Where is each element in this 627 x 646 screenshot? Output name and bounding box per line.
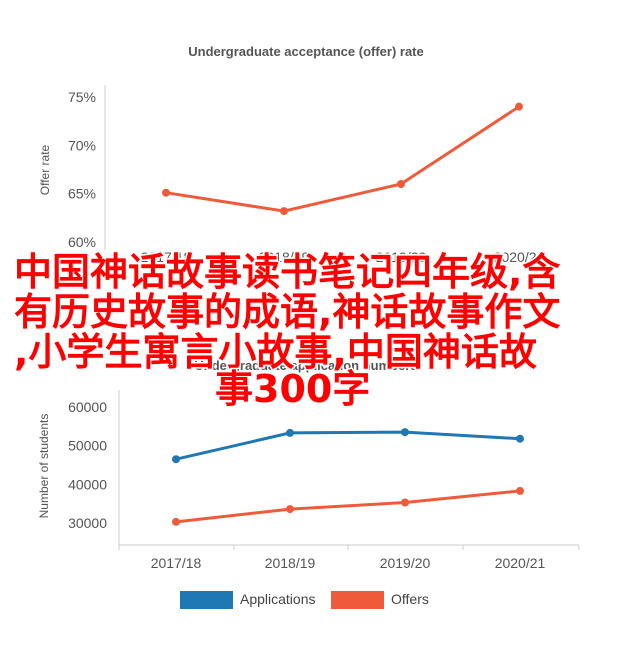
chart1-data-point[interactable] [515,102,523,111]
chart1-title: Undergraduate acceptance (offer) rate [188,44,424,59]
chart2-ytick-label: 50000 [68,438,107,454]
chart2-xtick-label: 2018/19 [265,555,316,571]
chart1-xtick-label: 2018/19 [259,249,310,265]
chart2-ylabel: Number of students [37,414,51,519]
chart1-ytick-label: 65% [68,186,96,202]
chart2-title: Undergraduate application numbers [194,358,417,373]
chart1-series-line [165,105,520,213]
legend-item-applications[interactable]: Applications [180,591,316,609]
chart-application-numbers: Undergraduate application numbers Number… [37,358,580,609]
chart1-ytick-label: 75% [68,89,96,105]
chart1-xtick-label: 2020/21 [494,249,545,265]
chart2-data-point-applications[interactable] [172,455,180,464]
chart2-ytick-label: 40000 [68,476,107,492]
overlay-line-3: ,小学生寓言小故事,中国神话故 [14,330,537,374]
overlay-line-2: 有历史故事的成语,神话故事作文 [14,290,560,334]
chart1-data-point[interactable] [280,207,288,216]
chart1-data-point[interactable] [162,188,170,197]
chart2-data-point-offers[interactable] [401,498,409,507]
chart1-xtick-label: 2019/20 [376,249,427,265]
chart2-data-point-applications[interactable] [401,428,409,437]
chart1-ytick-label: 70% [68,137,96,153]
chart2-data-point-offers[interactable] [172,517,180,526]
chart1-ytick-label: 60% [68,234,96,250]
chart2-series-line-offers [175,489,521,524]
chart2-xtick-label: 2020/21 [495,555,546,571]
chart2-data-point-applications[interactable] [286,428,294,437]
chart2-legend: Applications Offers [180,591,429,609]
legend-swatch-offers [331,591,384,609]
overlay-line-1: 中国神话故事读书笔记四年级,含 [14,250,560,294]
legend-label-offers: Offers [391,591,429,607]
legend-label-applications: Applications [240,591,316,607]
chart1-xtick-label: 2017/18 [141,249,192,265]
chart1-data-point[interactable] [397,180,405,188]
legend-item-offers[interactable]: Offers [331,591,429,609]
legend-swatch-applications [180,591,233,609]
chart2-series-line-applications [175,430,521,461]
chart2-ytick-label: 30000 [68,515,107,531]
chart2-data-point-applications[interactable] [516,434,524,443]
chart-acceptance-rate: Undergraduate acceptance (offer) rate Of… [38,44,545,265]
overlay-line-4: 事300字 [215,367,370,411]
chart2-data-point-offers[interactable] [516,486,524,495]
chart2-xtick-label: 2019/20 [380,555,431,571]
chart2-data-point-offers[interactable] [286,505,294,514]
chart1-ylabel: Offer rate [38,144,52,195]
chart2-ytick-label: 60000 [68,399,107,415]
overlay-caption: 中国神话故事读书笔记四年级,含 有历史故事的成语,神话故事作文 ,小学生寓言小故… [13,249,562,413]
chart2-xtick-label: 2017/18 [151,555,202,571]
